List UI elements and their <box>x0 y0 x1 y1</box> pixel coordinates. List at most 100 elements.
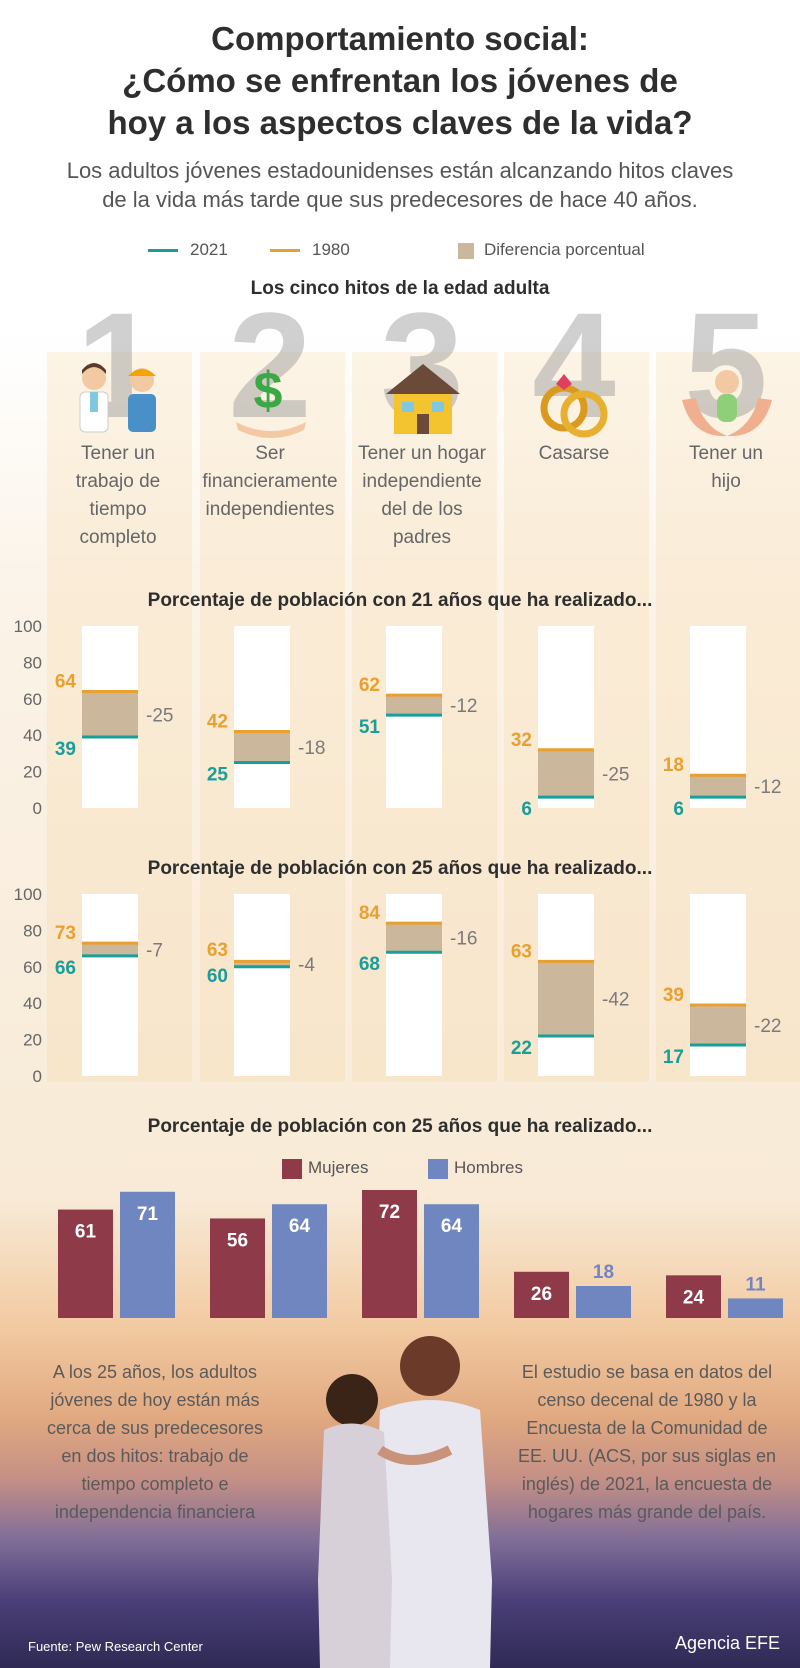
value-label-2021: 66 <box>55 958 76 979</box>
legend-swatch-1980 <box>270 249 300 253</box>
legend-swatch-diff <box>458 242 474 259</box>
value-label-1980: 64 <box>55 672 77 693</box>
bar-label-hombres: 64 <box>441 1216 463 1237</box>
subtitle-line: de la vida más tarde que sus predecesore… <box>102 187 698 212</box>
legend-hombres: Hombres <box>428 1158 523 1179</box>
page-title: Comportamiento social: ¿Cómo se enfrenta… <box>0 18 800 144</box>
y-tick-label: 80 <box>23 653 42 672</box>
difference-label: -18 <box>298 738 325 759</box>
difference-band <box>82 943 138 956</box>
chart-column-bg <box>82 894 138 1076</box>
note-line: EE. UU. (ACS, por sus siglas en <box>517 1446 777 1466</box>
legend-label-mujeres: Mujeres <box>308 1158 369 1177</box>
title-line: ¿Cómo se enfrentan los jóvenes de <box>122 62 678 99</box>
y-tick-label: 100 <box>14 617 42 636</box>
bar-label-hombres: 18 <box>593 1262 614 1283</box>
legend-label-2021: 2021 <box>190 240 228 259</box>
bar-label-mujeres: 26 <box>531 1284 552 1305</box>
value-label-2021: 68 <box>359 954 380 975</box>
milestone-label: Tener un trabajo de tiempo completo <box>43 440 193 552</box>
bar-mujeres <box>666 1275 721 1318</box>
difference-label: -22 <box>754 1016 781 1037</box>
y-tick-label: 40 <box>23 994 42 1013</box>
note-line: censo decenal de 1980 y la <box>537 1390 757 1410</box>
milestone-line: padres <box>392 527 452 548</box>
chart3-title: Porcentaje de población con 25 años que … <box>147 1116 653 1137</box>
value-label-1980: 62 <box>359 675 380 696</box>
value-label-1980: 32 <box>511 730 532 751</box>
bar-label-hombres: 64 <box>289 1216 311 1237</box>
bar-label-mujeres: 61 <box>75 1222 97 1243</box>
legend-swatch-2021 <box>148 249 178 253</box>
difference-band <box>82 691 138 738</box>
milestone-line: Tener un hogar <box>358 443 486 464</box>
difference-label: -4 <box>298 955 315 976</box>
value-label-1980: 39 <box>663 985 684 1006</box>
y-tick-label: 40 <box>23 726 42 745</box>
baby-hands-icon <box>682 370 772 437</box>
difference-band <box>234 961 290 967</box>
legend-label-1980: 1980 <box>312 240 350 259</box>
y-tick-label: 100 <box>14 885 42 904</box>
milestone-line: Tener un <box>689 443 763 464</box>
milestone-line: trabajo de <box>75 471 161 492</box>
note-line: tiempo completo e <box>81 1474 229 1494</box>
difference-band <box>386 695 442 716</box>
couple-silhouette-icon <box>318 1336 492 1668</box>
difference-label: -7 <box>146 941 163 962</box>
value-label-2021: 51 <box>359 717 381 738</box>
milestone-line: completo <box>79 527 157 548</box>
bar-label-mujeres: 56 <box>227 1230 248 1251</box>
bar-hombres <box>120 1191 175 1318</box>
y-tick-label: 80 <box>23 921 42 940</box>
milestone-line: hijo <box>711 471 741 492</box>
milestone-line: Ser <box>255 443 285 464</box>
milestone-number: 2 <box>228 281 312 449</box>
chart-column-bg <box>690 894 746 1076</box>
y-tick-label: 20 <box>23 763 42 782</box>
agency-credit: Agencia EFE <box>674 1633 780 1653</box>
y-tick-label: 60 <box>23 958 42 977</box>
milestone-label: Casarse <box>499 440 649 468</box>
difference-label: -12 <box>754 777 781 798</box>
value-label-2021: 39 <box>55 739 76 760</box>
milestone-label: Tener un hijo <box>651 440 800 496</box>
difference-band <box>386 923 442 953</box>
value-label-1980: 63 <box>207 940 228 961</box>
chart-gender-bars: 61 71 56 64 72 64 26 18 24 11 <box>58 1190 783 1318</box>
note-line: El estudio se basa en datos del <box>521 1362 773 1382</box>
subtitle: Los adultos jóvenes estadounidenses está… <box>20 156 780 214</box>
milestone-line: Tener un <box>81 443 155 464</box>
title-line: hoy a los aspectos claves de la vida? <box>107 104 693 141</box>
subtitle-line: Los adultos jóvenes estadounidenses está… <box>66 158 734 183</box>
difference-band <box>234 731 290 763</box>
value-label-2021: 6 <box>521 799 532 820</box>
source-note: Fuente: Pew Research Center <box>28 1639 203 1654</box>
legend-swatch-mujeres <box>282 1158 302 1179</box>
note-line: jóvenes de hoy están más <box>50 1390 260 1410</box>
difference-label: -16 <box>450 929 477 950</box>
legend-2021: 2021 <box>148 240 228 262</box>
value-label-1980: 18 <box>663 755 684 776</box>
house-icon <box>386 364 460 434</box>
value-label-2021: 6 <box>673 799 684 820</box>
legend-swatch-hombres <box>428 1158 448 1179</box>
milestone-line: Casarse <box>538 443 610 464</box>
y-tick-label: 60 <box>23 690 42 709</box>
difference-band <box>538 961 594 1036</box>
milestone-label: Tener un hogar independiente del de los … <box>347 440 497 552</box>
chart-column-bg <box>234 894 290 1076</box>
value-label-2021: 25 <box>207 765 229 786</box>
difference-label: -12 <box>450 696 477 717</box>
chart-column-bg <box>386 626 442 808</box>
difference-band <box>538 749 594 798</box>
difference-label: -25 <box>602 764 629 785</box>
note-line: inglés) de 2021, la encuesta de <box>521 1474 773 1494</box>
milestone-line: independiente <box>362 471 482 492</box>
note-line: cerca de sus predecesores <box>46 1418 264 1438</box>
milestone-line: independientes <box>205 499 335 520</box>
bar-mujeres <box>514 1271 569 1318</box>
legend-mujeres: Mujeres <box>282 1158 368 1179</box>
milestones-heading: Los cinco hitos de la edad adulta <box>250 278 550 299</box>
